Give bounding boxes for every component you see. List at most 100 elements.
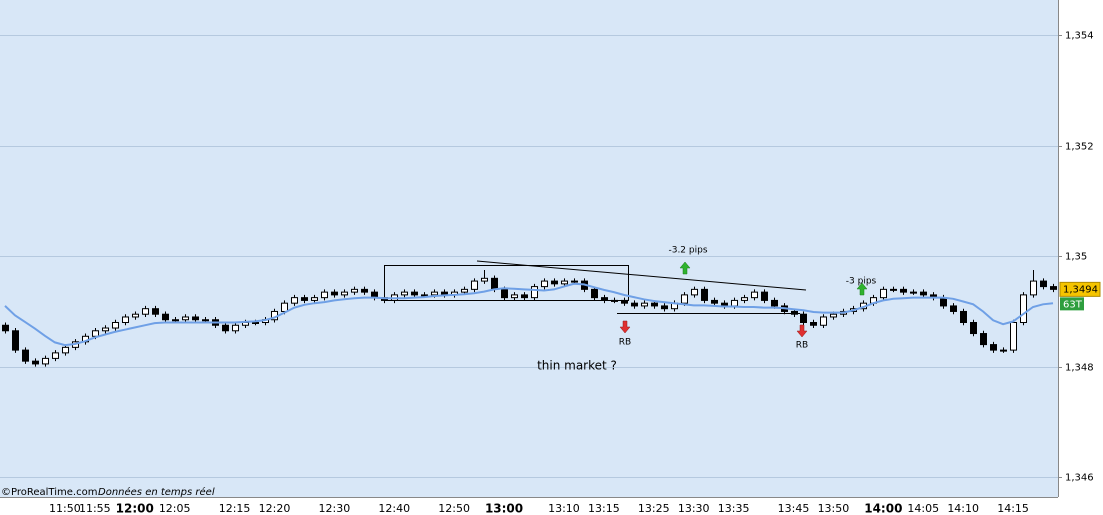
y-tick-label: 1,354 [1065,31,1094,42]
x-tick-label: 12:15 [219,502,251,515]
x-tick-label: 12:50 [438,502,470,515]
candle-body [990,344,997,351]
candle-body [1010,321,1017,351]
x-tick-label: 13:35 [718,502,750,515]
candle-body [800,313,807,323]
y-tick-label: 1,35 [1065,252,1087,263]
x-tick-label: 12:30 [319,502,351,515]
candle-body [830,313,837,318]
candle-body [152,308,159,315]
candle-body [641,302,648,307]
candle-body [172,319,179,322]
candle-body [92,330,99,337]
candle-body [162,313,169,321]
candle-body [910,291,917,294]
x-tick-label: 14:10 [947,502,979,515]
candle-body [142,308,149,315]
candle-body [1020,294,1027,323]
candle-body [551,280,558,285]
source-note: Données en temps réel [98,486,215,498]
candle-body [681,294,688,304]
candle-body [252,321,259,324]
candle-body [771,299,778,307]
x-tick-label: 12:20 [259,502,291,515]
candle-body [311,297,318,301]
down-arrow [619,320,631,334]
candle-body [1030,280,1037,296]
candle-body [192,316,199,321]
plot-background [0,0,1058,497]
candle-body [132,313,139,318]
candle-body [890,288,897,291]
source: ©ProRealTime.com [1,487,97,498]
candle-body [62,346,69,354]
annotation: RB [796,341,808,351]
y-tick-label: 1,352 [1065,142,1094,153]
candle-body [820,316,827,326]
x-tick-label: 14:00 [864,502,902,515]
moving-average [4,282,1054,347]
candle-body [970,321,977,335]
candle-body [950,305,957,312]
up-arrow [856,282,868,296]
price-tag [1059,281,1101,297]
x-tick-label: 14:05 [907,502,939,515]
candle-body [1000,349,1007,352]
candle-body [351,288,358,293]
annotation: -3 pips [846,277,877,287]
candle-body [321,291,328,299]
candle-body [431,291,438,296]
candle-body [32,360,39,365]
candle-body [341,291,348,296]
candle-body [411,291,418,296]
x-tick-label: 12:05 [159,502,191,515]
candle-body [571,280,578,283]
candle-body [401,291,408,296]
candles [2,270,1057,367]
trend-line [476,260,807,291]
annotation: -3.2 pips [668,246,707,256]
x-tick-label: 11:55 [79,502,111,515]
x-tick-label: 13:30 [678,502,710,515]
candle-body [291,297,298,304]
x-tick-label: 12:40 [378,502,410,515]
candle-body [42,357,49,365]
down-arrow [796,324,808,338]
up-arrow [679,261,691,275]
candle-body [761,291,768,301]
candle-body [52,352,59,359]
candle-body [920,291,927,296]
grid [0,35,1058,478]
annotation: thin market ? [537,359,617,373]
candle-body [561,280,568,285]
candle-body [980,333,987,346]
y-tick-label: 1,348 [1065,363,1094,374]
candle-body [281,302,288,312]
candle-body [531,286,538,299]
candle-body [900,288,907,293]
candle-body [491,277,498,290]
candle-body [22,349,29,362]
candle-body [591,288,598,299]
candle-body [651,302,658,307]
candle-body [112,321,119,329]
candle-body [960,310,967,323]
bar-info-box [1060,297,1084,311]
candle-body [791,310,798,315]
candle-body [421,294,428,297]
x-tick-label: 13:10 [548,502,580,515]
candle-body [731,299,738,307]
price-tag-label: 1,3494 [1063,284,1098,295]
candle-body [711,299,718,304]
candle-body [202,319,209,322]
candle-body [122,316,129,323]
x-tick-label: 13:25 [638,502,670,515]
x-tick-label: 12:00 [116,502,154,515]
candle-body [232,324,239,332]
candle-body [880,288,887,299]
candle-body [810,321,817,326]
x-tick-label: 13:00 [485,502,523,515]
x-tick-label: 11:50 [49,502,81,515]
candle-body [461,288,468,293]
